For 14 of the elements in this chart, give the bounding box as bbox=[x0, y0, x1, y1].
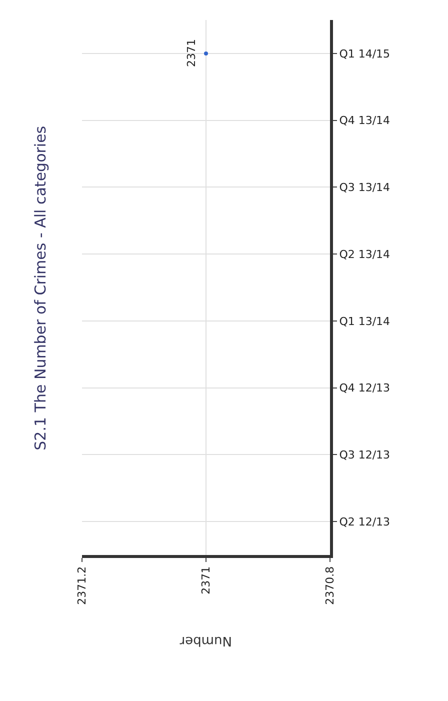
x-tick-label: 2371 bbox=[200, 566, 213, 594]
y-tick-label: Q1 14/15 bbox=[339, 47, 390, 60]
x-axis-title: Number bbox=[179, 633, 232, 648]
y-tick-label: Q3 12/13 bbox=[339, 448, 390, 462]
x-tick-label: 2370.8 bbox=[324, 566, 337, 605]
text: S2.1 The Number of Crimes - All categories bbox=[31, 126, 50, 450]
y-tick-label: Q2 13/14 bbox=[339, 248, 390, 261]
y-tick-label: Q2 12/13 bbox=[339, 515, 390, 528]
y-tick-label: Q3 13/14 bbox=[339, 181, 390, 194]
y-tick-label: Q4 13/14 bbox=[339, 114, 390, 128]
x-tick-label: 2371.2 bbox=[76, 566, 89, 605]
y-tick-label: Q1 13/14 bbox=[339, 314, 390, 328]
data-label: 2371 bbox=[185, 38, 198, 67]
y-tick-label: Q4 12/13 bbox=[339, 382, 390, 395]
